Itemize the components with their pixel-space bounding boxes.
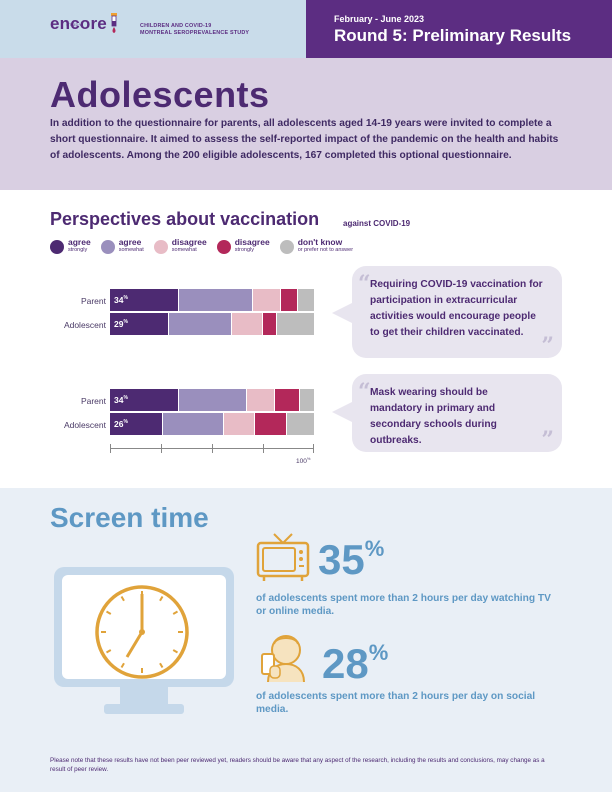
bar-segment-agree-somewhat [169,313,233,335]
x-axis-tick [161,444,162,453]
tv-icon [256,533,310,581]
x-axis-tick [313,444,314,453]
stacked-bar: 34% [110,289,314,311]
legend-item: agree strongly [50,238,91,254]
legend-item: don't know or prefer not to answer [279,237,354,254]
intro-section: Adolescents In addition to the questionn… [0,58,612,190]
legend-item: disagree strongly [216,237,270,254]
x-axis-tick [212,444,213,453]
quote-pointer [332,303,352,323]
header-date: February - June 2023 [334,14,425,24]
quote-pointer [332,402,352,422]
legend-swatch [216,240,231,254]
stacked-bar: 26% [110,413,314,435]
stacked-bar: 34% [110,389,314,411]
bar-segment-agree-strongly [110,289,180,311]
bar-segment-agree-somewhat [163,413,225,435]
header-left-panel: encore STUDY CHILDREN AND COVID-19 MONTR… [0,0,306,58]
screen-time-title: Screen time [50,502,209,533]
bar-segment-agree-strongly [110,389,180,411]
bar-segment-disagree-strongly [254,413,288,435]
encore-logo: encore [50,13,119,34]
bar-value-label: 26% [114,419,128,429]
bar-segment-don-t-know-or-prefer-not-to-answer [287,413,314,435]
close-quote-icon: ” [541,427,554,453]
legend-item: agree somewhat [100,237,144,254]
legend-sublabel: strongly [68,247,88,253]
test-tube-icon [110,13,117,33]
legend-label: disagree [171,237,207,247]
bar-segment-don-t-know-or-prefer-not-to-answer [297,289,314,311]
legend-sublabel: or prefer not to answer [297,247,354,253]
vaccination-title: Perspectives about vaccination [50,209,320,229]
header-round-title: Round 5: Preliminary Results [334,26,572,45]
stacked-bar: 29% [110,313,314,335]
legend-label: don't know [297,237,343,247]
bar-segment-disagree-somewhat [252,289,282,311]
close-quote-icon: ” [541,333,554,359]
header-right-panel [306,0,612,58]
bar-segment-don-t-know-or-prefer-not-to-answer [277,313,314,335]
quote-text: Requiring COVID-19 vaccination for parti… [370,279,543,338]
open-quote-icon: “ [358,379,371,405]
bar-value-label: 34% [114,395,128,405]
bar-segment-disagree-strongly [281,289,298,311]
study-title: CHILDREN AND COVID-19 MONTREAL SEROPREVA… [140,23,249,37]
study-title-line1: CHILDREN AND COVID-19 [140,23,212,29]
legend-sublabel: somewhat [171,247,197,253]
bar-segment-disagree-somewhat [232,313,263,335]
bar-segment-agree-strongly [110,413,164,435]
x-axis-end-label: 100% [296,456,311,466]
intro-text: In addition to the questionnaire for par… [50,118,559,161]
stat-28-percent: 28% [322,640,389,687]
footnote: Please note that these results have not … [50,757,545,773]
bar-segment-disagree-strongly [275,389,300,411]
quote-text: Mask wearing should be mandatory in prim… [370,387,497,446]
quote-bubble: “ Requiring COVID-19 vaccination for par… [352,266,562,358]
open-quote-icon: “ [358,271,371,297]
legend-label: agree [68,237,91,247]
monitor-stand [120,687,168,705]
clock-icon [95,585,189,679]
legend-sublabel: somewhat [118,247,144,253]
study-title-line2: MONTREAL SEROPREVALENCE STUDY [140,30,250,36]
person-phone-icon [261,635,305,683]
row-label-parent: Parent [80,396,106,406]
row-label-adolescent: Adolescent [63,420,106,430]
page-title: Adolescents [50,74,270,115]
legend-swatch [153,240,168,254]
legend-swatch [279,240,294,254]
legend-label: disagree [234,237,270,247]
chart-legend: agree strongly agree somewhat disagree some… [50,238,363,254]
x-axis-tick [263,444,264,453]
monitor-base [104,704,184,714]
logo-subtext: STUDY [66,22,83,27]
stat-35-percent: 35% [318,536,385,583]
x-axis-tick [110,444,111,453]
quote-bubble: “ Mask wearing should be mandatory in pr… [352,374,562,452]
logo-text: encore [50,14,107,33]
legend-swatch [100,240,115,254]
legend-sublabel: strongly [234,247,254,253]
bar-segment-disagree-somewhat [246,389,276,411]
legend-item: disagree somewhat [153,237,207,254]
bar-value-label: 34% [114,295,128,305]
row-label-parent: Parent [80,296,106,306]
bar-segment-disagree-somewhat [224,413,255,435]
bar-value-label: 29% [114,319,128,329]
bar-segment-agree-strongly [110,313,170,335]
row-label-adolescent: Adolescent [63,320,106,330]
legend-swatch [50,240,64,254]
bar-segment-don-t-know-or-prefer-not-to-answer [299,389,314,411]
legend-label: agree [118,237,142,247]
bar-segment-agree-somewhat [179,389,247,411]
stat-social-text: of adolescents spent more than 2 hours p… [256,691,536,715]
vaccination-subtitle: against COVID-19 [343,219,411,228]
bar-segment-agree-somewhat [179,289,253,311]
stat-tv-text: of adolescents spent more than 2 hours p… [256,593,551,617]
bar-segment-disagree-strongly [262,313,278,335]
